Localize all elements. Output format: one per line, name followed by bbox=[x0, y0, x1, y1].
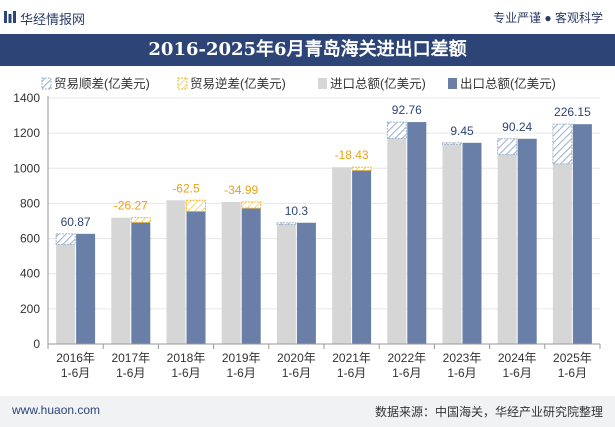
brand-logo-icon bbox=[4, 11, 16, 23]
import-bar bbox=[387, 138, 407, 344]
export-bar bbox=[186, 211, 206, 344]
legend-swatch-2 bbox=[177, 77, 188, 90]
export-bar bbox=[352, 170, 372, 344]
legend-label-1: 贸易顺差(亿美元) bbox=[54, 76, 150, 91]
legend-label-4: 出口总额(亿美元) bbox=[460, 76, 556, 91]
surplus-segment bbox=[442, 142, 462, 145]
import-bar bbox=[166, 200, 186, 344]
x-tick-label-year: 2025年 bbox=[553, 351, 592, 365]
x-tick-label-year: 2019年 bbox=[222, 351, 261, 365]
balance-label: 9.45 bbox=[450, 124, 474, 138]
chart-title: 2016-2025年6月青岛海关进出口差额 bbox=[148, 39, 467, 60]
y-tick-label: 1000 bbox=[13, 161, 40, 175]
balance-label: -62.5 bbox=[172, 181, 200, 195]
legend-swatch-4 bbox=[448, 78, 457, 89]
legend-label-3: 进口总额(亿美元) bbox=[330, 76, 426, 91]
balance-label: 90.24 bbox=[502, 120, 532, 134]
x-tick-label-period: 1-6月 bbox=[116, 366, 145, 380]
x-tick-label-period: 1-6月 bbox=[447, 366, 476, 380]
export-bar bbox=[131, 222, 151, 344]
x-tick-label-period: 1-6月 bbox=[392, 366, 421, 380]
y-tick-label: 200 bbox=[20, 302, 40, 316]
export-bar bbox=[407, 122, 427, 344]
x-tick-label-period: 1-6月 bbox=[227, 366, 256, 380]
surplus-segment bbox=[55, 233, 76, 246]
x-tick-label-year: 2024年 bbox=[498, 351, 537, 365]
y-tick-label: 800 bbox=[20, 196, 40, 210]
tagline: 专业严谨 ● 客观科学 bbox=[493, 11, 603, 25]
balance-label: 92.76 bbox=[392, 103, 422, 117]
balance-label: -18.43 bbox=[335, 148, 369, 162]
y-tick-label: 1200 bbox=[13, 126, 40, 140]
footer-source: 数据来源：中国海关，华经产业研究院整理 bbox=[374, 405, 603, 419]
export-bar bbox=[572, 124, 592, 344]
legend: 贸易顺差(亿美元) 贸易逆差(亿美元) 进口总额(亿美元) 出口总额(亿美元) bbox=[41, 76, 556, 91]
deficit-segment bbox=[241, 201, 262, 209]
surplus-segment bbox=[552, 123, 573, 165]
export-bar bbox=[241, 208, 261, 344]
x-tick-label-year: 2022年 bbox=[387, 351, 426, 365]
top-bar: 华经情报网 专业严谨 ● 客观科学 bbox=[0, 0, 615, 34]
x-tick-label-period: 1-6月 bbox=[171, 366, 200, 380]
x-tick-label-period: 1-6月 bbox=[503, 366, 532, 380]
y-tick-label: 400 bbox=[20, 267, 40, 281]
import-bar bbox=[332, 167, 352, 344]
x-tick-label-year: 2016年 bbox=[56, 351, 95, 365]
import-bar bbox=[221, 202, 241, 344]
x-tick-label-period: 1-6月 bbox=[61, 366, 90, 380]
footer-bar: www.huaon.com 数据来源：中国海关，华经产业研究院整理 bbox=[0, 396, 615, 427]
brand-name: 华经情报网 bbox=[20, 12, 86, 27]
title-bar: 2016-2025年6月青岛海关进出口差额 bbox=[0, 34, 615, 66]
x-tick-label-period: 1-6月 bbox=[558, 366, 587, 380]
x-tick-label-year: 2021年 bbox=[332, 351, 371, 365]
export-bar bbox=[517, 138, 537, 344]
surplus-segment bbox=[497, 138, 518, 156]
x-tick-label-year: 2023年 bbox=[443, 351, 482, 365]
import-bar bbox=[442, 144, 462, 344]
balance-label: 60.87 bbox=[61, 215, 91, 229]
legend-swatch-3 bbox=[318, 78, 327, 89]
deficit-segment bbox=[351, 166, 372, 171]
y-tick-label: 600 bbox=[20, 232, 40, 246]
import-bar bbox=[497, 154, 517, 344]
balance-label: -26.27 bbox=[114, 199, 148, 213]
surplus-segment bbox=[386, 121, 407, 139]
deficit-segment bbox=[130, 217, 151, 223]
chart: 贸易顺差(亿美元) 贸易逆差(亿美元) 进口总额(亿美元) 出口总额(亿美元) 0 20… bbox=[13, 76, 601, 380]
export-bar bbox=[296, 222, 316, 344]
import-bar bbox=[56, 244, 76, 344]
surplus-segment bbox=[276, 222, 297, 226]
balance-label: -34.99 bbox=[224, 183, 258, 197]
export-bar bbox=[462, 142, 482, 344]
balance-label: 226.15 bbox=[554, 105, 591, 119]
import-bar bbox=[276, 224, 296, 344]
x-tick-label-period: 1-6月 bbox=[282, 366, 311, 380]
y-tick-label: 1400 bbox=[13, 91, 40, 105]
footer-website: www.huaon.com bbox=[12, 403, 101, 417]
x-tick-label-year: 2020年 bbox=[277, 351, 316, 365]
x-tick-label-year: 2018年 bbox=[167, 351, 206, 365]
x-axis: 2016年1-6月2017年1-6月2018年1-6月2019年1-6月2020… bbox=[47, 343, 601, 380]
import-bar bbox=[111, 217, 131, 344]
balance-label: 10.3 bbox=[285, 204, 309, 218]
deficit-segment bbox=[186, 199, 206, 212]
bars: 60.87 -26.27 -62.5 -34.99 10.3 -18.43 92.76 9.4… bbox=[55, 103, 592, 344]
legend-label-2: 贸易逆差(亿美元) bbox=[190, 76, 286, 91]
import-bar bbox=[552, 163, 572, 344]
x-tick-label-year: 2017年 bbox=[111, 351, 150, 365]
x-tick-label-period: 1-6月 bbox=[337, 366, 366, 380]
y-tick-label: 0 bbox=[33, 337, 40, 351]
legend-swatch-1 bbox=[41, 77, 52, 90]
export-bar bbox=[76, 233, 96, 344]
